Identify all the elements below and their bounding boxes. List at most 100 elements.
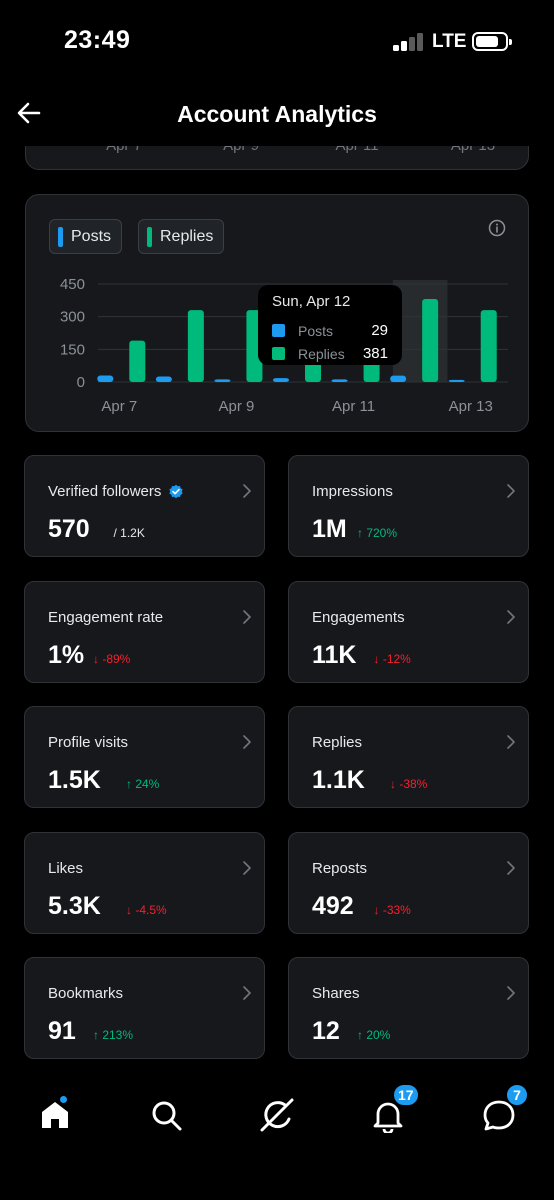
- x-tick-label: Apr 9: [218, 398, 254, 415]
- chevron-right-icon: [243, 610, 251, 624]
- replies-bar: [422, 299, 439, 382]
- signal-icon: [393, 33, 427, 51]
- metric-card-shares[interactable]: Shares 12 ↑ 20%: [288, 957, 529, 1059]
- tooltip-replies-swatch: [272, 347, 285, 360]
- tooltip-posts-label: Posts: [298, 322, 334, 339]
- messages-badge: 7: [505, 1083, 529, 1107]
- status-bar: 23:49 LTE: [0, 0, 554, 80]
- legend-posts-label: Posts: [71, 227, 112, 245]
- battery-icon: [472, 32, 512, 51]
- chevron-right-icon: [507, 861, 515, 875]
- nav-home[interactable]: [37, 1095, 77, 1137]
- posts-bar: [273, 378, 289, 382]
- notifications-badge: 17: [392, 1083, 420, 1107]
- metric-card-replies[interactable]: Replies 1.1K ↓ -38%: [288, 706, 529, 808]
- x-tick-label: Apr 11: [332, 398, 375, 415]
- header-background: [0, 80, 554, 146]
- metric-change: ↓ -33%: [373, 903, 411, 917]
- back-arrow-icon[interactable]: [14, 98, 44, 128]
- metric-card-bookmarks[interactable]: Bookmarks 91 ↑ 213%: [24, 957, 265, 1059]
- metric-label: Engagements: [312, 609, 405, 626]
- y-tick-label: 150: [60, 341, 85, 358]
- tooltip-replies-value: 381: [362, 345, 388, 362]
- metric-label: Likes: [48, 860, 83, 877]
- x-tick-label: Apr 7: [101, 398, 137, 415]
- metric-card-engagements[interactable]: Engagements 11K ↓ -12%: [288, 581, 529, 683]
- metric-value: 91: [48, 1017, 76, 1045]
- info-icon[interactable]: [488, 219, 506, 237]
- posts-swatch: [58, 226, 63, 247]
- posts-bar: [214, 379, 231, 382]
- metric-card-reposts[interactable]: Reposts 492 ↓ -33%: [288, 832, 529, 934]
- network-label: LTE: [432, 31, 467, 52]
- page-title: Account Analytics: [177, 101, 377, 127]
- x-tick-label: Apr 13: [449, 398, 493, 415]
- nav-grok[interactable]: [259, 1097, 299, 1137]
- chevron-right-icon: [243, 986, 251, 1000]
- status-time: 23:49: [64, 26, 131, 54]
- metric-label: Bookmarks: [48, 985, 123, 1002]
- metric-change: ↑ 720%: [357, 526, 398, 540]
- metric-label-text: Shares: [312, 985, 360, 1002]
- grok-icon: [260, 1098, 294, 1132]
- nav-messages[interactable]: 7: [481, 1083, 529, 1137]
- metric-label: Impressions: [312, 483, 393, 500]
- y-tick-label: 450: [60, 276, 85, 293]
- legend-replies[interactable]: Replies: [138, 219, 225, 254]
- metric-value: 1M: [312, 515, 347, 543]
- posts-bar: [390, 375, 407, 382]
- posts-bar: [155, 376, 172, 382]
- metric-change: ↓ -12%: [373, 652, 411, 666]
- chevron-right-icon: [507, 610, 515, 624]
- search-icon: [152, 1101, 182, 1131]
- metric-card-likes[interactable]: Likes 5.3K ↓ -4.5%: [24, 832, 265, 934]
- metric-label-text: Replies: [312, 734, 363, 751]
- replies-bar: [480, 310, 497, 382]
- metric-label: Shares: [312, 985, 360, 1002]
- metric-label: Reposts: [312, 860, 367, 877]
- tooltip-replies-row: Replies 381: [272, 342, 388, 365]
- verified-badge-icon: [168, 484, 184, 500]
- metric-label: Verified followers: [48, 483, 184, 500]
- metric-label: Profile visits: [48, 734, 128, 751]
- metric-total: / 1.2K: [113, 526, 145, 540]
- metric-card-impressions[interactable]: Impressions 1M ↑ 720%: [288, 455, 529, 557]
- tooltip-posts-swatch: [272, 324, 285, 337]
- chart-card: Posts Replies 450 300 150 0 Apr 7 Apr 9 Apr 11…: [25, 194, 529, 432]
- metric-value: 1.5K: [48, 766, 101, 794]
- metric-label-text: Engagements: [312, 609, 405, 626]
- y-tick-label: 0: [77, 374, 85, 391]
- tooltip-date: Sun, Apr 12: [272, 293, 351, 310]
- metric-value: 12: [312, 1017, 340, 1045]
- metric-card-verified-followers[interactable]: Verified followers 570 / 1.2K: [24, 455, 265, 557]
- nav-notifications[interactable]: 17: [370, 1083, 420, 1137]
- metric-card-engagement-rate[interactable]: Engagement rate 1% ↓ -89%: [24, 581, 265, 683]
- metric-label-text: Bookmarks: [48, 985, 124, 1002]
- posts-bar: [448, 379, 465, 382]
- metric-label: Replies: [312, 734, 362, 751]
- metric-label-text: Impressions: [312, 483, 393, 500]
- tooltip-posts-value: 29: [371, 322, 388, 339]
- metric-value: 11K: [312, 641, 357, 669]
- posts-bar: [97, 375, 114, 382]
- metric-value: 1%: [48, 641, 85, 669]
- metric-change: ↓ -4.5%: [126, 903, 167, 917]
- header: Account Analytics: [0, 84, 554, 144]
- legend-posts[interactable]: Posts: [49, 219, 123, 254]
- home-icon: [42, 1102, 68, 1128]
- metric-card-profile-visits[interactable]: Profile visits 1.5K ↑ 24%: [24, 706, 265, 808]
- metric-label: Engagement rate: [48, 609, 163, 626]
- metric-value: 492: [312, 892, 354, 920]
- replies-swatch: [147, 226, 152, 247]
- metric-label-text: Verified followers: [48, 483, 162, 500]
- metric-value: 570: [48, 515, 90, 543]
- chevron-right-icon: [507, 735, 515, 749]
- nav-search[interactable]: [148, 1097, 188, 1137]
- bottom-nav: 17 7: [0, 1083, 554, 1155]
- home-unread-dot: [59, 1095, 68, 1104]
- chevron-right-icon: [507, 484, 515, 498]
- metric-change: ↑ 213%: [93, 1028, 134, 1042]
- metric-change: ↓ -89%: [93, 652, 131, 666]
- replies-bar: [129, 340, 146, 382]
- metric-value: 5.3K: [48, 892, 101, 920]
